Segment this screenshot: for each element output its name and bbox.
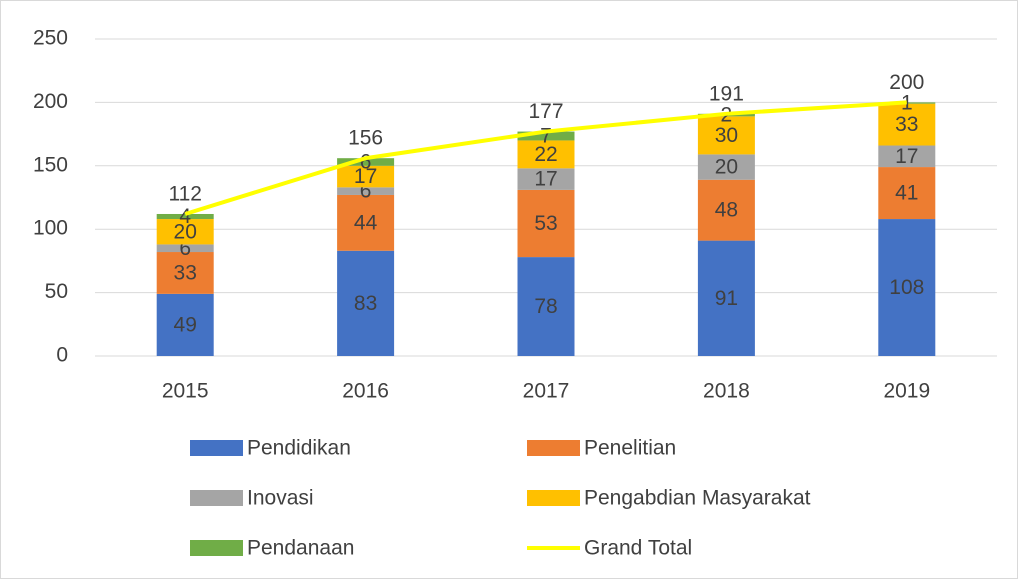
- bar-segment: [156, 252, 214, 294]
- data-label: 49: [174, 313, 197, 336]
- legend-label: Pendanaan: [247, 537, 354, 560]
- bar-segment: [878, 219, 936, 356]
- data-label: 20: [174, 220, 197, 243]
- y-tick-label: 200: [33, 90, 68, 113]
- bar-segment: [878, 167, 936, 220]
- bar-segment: [337, 165, 395, 188]
- data-label: 48: [715, 199, 738, 222]
- data-label: 33: [174, 261, 197, 284]
- bar-segment: [697, 154, 755, 180]
- total-label: 200: [889, 71, 924, 94]
- data-label: 17: [354, 165, 377, 188]
- x-tick-label: 2019: [883, 380, 930, 403]
- legend-swatch: [527, 440, 580, 456]
- data-label: 108: [889, 276, 924, 299]
- legend-label: Pengabdian Masyarakat: [584, 487, 811, 510]
- total-label: 156: [348, 127, 383, 150]
- bar-segment: [156, 244, 214, 253]
- bar-segment: [156, 219, 214, 245]
- data-label: 30: [715, 124, 738, 147]
- bar-segment: [156, 293, 214, 356]
- data-label: 78: [534, 295, 557, 318]
- bar-segment: [517, 131, 575, 141]
- data-label: 33: [895, 113, 918, 136]
- bar-segment: [517, 140, 575, 169]
- bar-segment: [337, 194, 395, 251]
- data-label: 6: [360, 151, 372, 174]
- legend-label: Pendidikan: [247, 437, 351, 460]
- y-tick-label: 100: [33, 217, 68, 240]
- bar-segment: [517, 257, 575, 356]
- data-label: 83: [354, 292, 377, 315]
- x-tick-label: 2018: [703, 380, 750, 403]
- bar-segment: [878, 103, 936, 146]
- legend-swatch: [190, 490, 243, 506]
- bar-segment: [697, 116, 755, 155]
- x-tick-label: 2015: [162, 380, 209, 403]
- bar-segment: [337, 250, 395, 356]
- data-label: 4: [179, 205, 191, 228]
- data-label: 22: [534, 143, 557, 166]
- legend-swatch: [190, 440, 243, 456]
- legend-swatch: [190, 540, 243, 556]
- total-line: [184, 100, 907, 216]
- bar-segment: [517, 189, 575, 258]
- bar-segment: [156, 213, 214, 220]
- data-label: 53: [534, 212, 557, 235]
- legend-swatch: [527, 490, 580, 506]
- total-label: 191: [709, 82, 744, 105]
- legend-label: Grand Total: [584, 537, 692, 560]
- bar-segment: [337, 158, 395, 166]
- total-label: 112: [168, 183, 201, 206]
- y-tick-label: 150: [33, 153, 68, 176]
- bar-segment: [878, 145, 936, 168]
- total-label: 177: [528, 100, 563, 123]
- legend-label: Penelitian: [584, 437, 676, 460]
- data-label: 41: [895, 182, 918, 205]
- legend-label: Inovasi: [247, 487, 314, 510]
- data-label: 6: [360, 180, 372, 203]
- data-label: 20: [715, 156, 738, 179]
- y-tick-label: 50: [45, 280, 68, 303]
- data-label: 91: [715, 287, 738, 310]
- data-label: 17: [534, 168, 557, 191]
- bar-segment: [697, 240, 755, 356]
- y-tick-label: 250: [33, 27, 68, 50]
- x-tick-label: 2016: [342, 380, 389, 403]
- data-label: 6: [179, 237, 191, 260]
- bar-segment: [337, 187, 395, 195]
- bar-segment: [517, 168, 575, 190]
- data-label: 44: [354, 211, 378, 234]
- bar-segment: [697, 179, 755, 241]
- y-tick-label: 0: [56, 344, 68, 367]
- data-label: 17: [895, 145, 918, 168]
- data-label: 7: [540, 125, 552, 148]
- x-tick-label: 2017: [523, 380, 570, 403]
